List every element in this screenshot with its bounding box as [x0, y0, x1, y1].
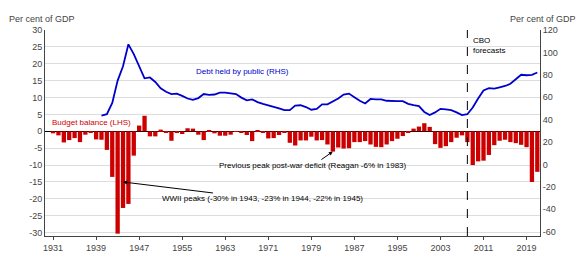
svg-text:1931: 1931: [43, 243, 63, 253]
svg-text:-20: -20: [543, 182, 556, 192]
svg-text:Budget balance (LHS): Budget balance (LHS): [52, 118, 131, 127]
svg-text:30: 30: [32, 25, 42, 35]
svg-text:100: 100: [543, 48, 558, 58]
svg-text:Previous peak post-war deficit: Previous peak post-war deficit (Reagan -…: [219, 161, 407, 170]
svg-text:Debt held by public (RHS): Debt held by public (RHS): [196, 67, 289, 76]
svg-text:-20: -20: [29, 194, 42, 204]
svg-text:1955: 1955: [172, 243, 192, 253]
svg-text:1979: 1979: [301, 243, 321, 253]
svg-text:20: 20: [32, 59, 42, 69]
svg-text:Per cent of GDP: Per cent of GDP: [510, 14, 576, 24]
svg-text:1947: 1947: [129, 243, 149, 253]
svg-text:5: 5: [37, 110, 42, 120]
svg-text:0: 0: [543, 160, 548, 170]
svg-text:Per cent of GDP: Per cent of GDP: [9, 14, 75, 24]
svg-text:-5: -5: [34, 143, 42, 153]
svg-text:20: 20: [543, 137, 553, 147]
svg-text:1963: 1963: [215, 243, 235, 253]
svg-text:-60: -60: [543, 227, 556, 237]
svg-text:1995: 1995: [387, 243, 407, 253]
svg-text:80: 80: [543, 70, 553, 80]
svg-text:120: 120: [543, 25, 558, 35]
svg-text:0: 0: [37, 126, 42, 136]
svg-text:-10: -10: [29, 160, 42, 170]
svg-text:40: 40: [543, 115, 553, 125]
svg-text:25: 25: [32, 42, 42, 52]
svg-text:10: 10: [32, 93, 42, 103]
svg-text:2019: 2019: [517, 243, 537, 253]
svg-text:-15: -15: [29, 177, 42, 187]
svg-text:WWII peaks (-30% in 1943, -23%: WWII peaks (-30% in 1943, -23% in 1944, …: [162, 194, 363, 203]
svg-text:-30: -30: [29, 228, 42, 238]
svg-text:CBOforecasts: CBOforecasts: [473, 36, 505, 55]
svg-text:-40: -40: [543, 204, 556, 214]
svg-text:60: 60: [543, 92, 553, 102]
svg-text:-25: -25: [29, 211, 42, 221]
svg-text:1987: 1987: [344, 243, 364, 253]
svg-text:15: 15: [32, 76, 42, 86]
svg-text:2003: 2003: [430, 243, 450, 253]
svg-text:1939: 1939: [86, 243, 106, 253]
svg-text:2011: 2011: [474, 243, 493, 253]
svg-text:1971: 1971: [258, 243, 278, 253]
